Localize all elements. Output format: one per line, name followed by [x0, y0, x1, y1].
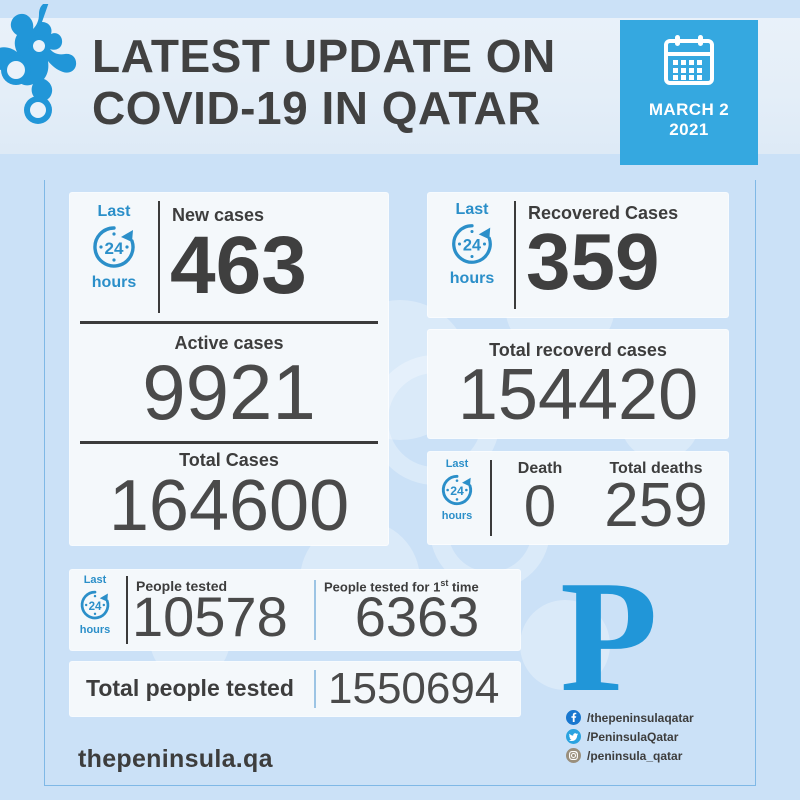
- value-total-deaths: 259: [604, 471, 708, 540]
- divider-vertical-light: [314, 580, 316, 640]
- label-total-cases: Total Cases: [179, 450, 279, 470]
- divider-horizontal: [80, 441, 378, 444]
- last-24-hours-badge: Last 24 hours: [434, 201, 510, 287]
- coronavirus-icon: [0, 4, 77, 124]
- website-url[interactable]: thepeninsula.qa: [78, 745, 273, 773]
- calendar-icon: [664, 35, 714, 85]
- value-active-cases: 9921: [142, 348, 316, 436]
- divider-vertical: [126, 576, 128, 644]
- badge-last-label: Last: [445, 458, 469, 470]
- facebook-icon: [566, 710, 581, 725]
- content-frame: [44, 180, 756, 786]
- last-24-hours-badge: Last 24 hours: [64, 574, 126, 636]
- twitter-handle: /PeninsulaQatar: [587, 729, 679, 744]
- label-first-time-pre: People tested for 1: [324, 579, 441, 595]
- divider-vertical: [514, 201, 516, 309]
- svg-text:24: 24: [450, 484, 464, 498]
- social-link-instagram[interactable]: /peninsula_qatar: [566, 748, 694, 763]
- card-cases: Last 24 hours New cases 463 Active cases…: [70, 193, 388, 546]
- badge-hours-label: hours: [91, 274, 137, 291]
- label-total-recovered: Total recoverd cases: [489, 340, 667, 360]
- header-bottom-strip: [0, 154, 800, 168]
- date-year: 2021: [669, 120, 709, 139]
- card-total-recovered: Total recoverd cases 154420: [428, 330, 728, 438]
- value-total-recovered: 154420: [457, 355, 699, 435]
- value-recovered-cases: 359: [526, 217, 660, 306]
- value-total-people-tested: 1550694: [328, 664, 500, 713]
- label-new-cases: New cases: [172, 205, 265, 225]
- last-24-hours-badge: Last 24 hours: [424, 458, 490, 522]
- social-link-facebook[interactable]: /thepeninsulaqatar: [566, 710, 694, 725]
- header-banner: LATEST UPDATE ON COVID-19 IN QATAR MARCH…: [0, 0, 800, 168]
- social-link-twitter[interactable]: /PeninsulaQatar: [566, 729, 694, 744]
- date-main: MARCH 2: [648, 100, 730, 119]
- date-badge: MARCH 2 2021: [620, 20, 758, 165]
- label-total-people-tested: Total people tested: [86, 675, 294, 701]
- card-deaths: Last 24 hours Death 0 Total deaths 259: [428, 452, 728, 544]
- title-line-2: COVID-19 IN QATAR: [92, 82, 541, 134]
- label-people-tested-first-time: People tested for 1st time: [324, 578, 479, 594]
- svg-text:24: 24: [105, 239, 124, 258]
- social-links: /thepeninsulaqatar /PeninsulaQatar /peni…: [566, 710, 694, 767]
- card-recovered-cases: Last 24 hours Recovered Cases 359: [428, 193, 728, 317]
- page-title: LATEST UPDATE ON COVID-19 IN QATAR: [92, 30, 612, 134]
- value-total-cases: 164600: [108, 466, 350, 546]
- badge-hours-label: hours: [441, 510, 473, 522]
- label-recovered-cases: Recovered Cases: [528, 203, 679, 223]
- badge-last-label: Last: [455, 201, 489, 218]
- card-total-people-tested: Total people tested 1550694: [70, 662, 520, 716]
- badge-last-label: Last: [97, 203, 131, 220]
- facebook-handle: /thepeninsulaqatar: [587, 710, 694, 725]
- clock-24h-icon: 24: [441, 474, 473, 506]
- value-people-tested-first-time: 6363: [354, 585, 480, 648]
- badge-hours-label: hours: [449, 270, 495, 287]
- value-death: 0: [523, 474, 557, 539]
- badge-hours-label: hours: [79, 624, 111, 636]
- label-death: Death: [517, 460, 563, 477]
- label-total-deaths: Total deaths: [609, 460, 703, 477]
- svg-text:24: 24: [463, 237, 481, 255]
- twitter-icon: [566, 729, 581, 744]
- peninsula-logo: P: [560, 547, 658, 725]
- value-people-tested: 10578: [132, 585, 288, 648]
- clock-24h-icon: 24: [93, 226, 135, 268]
- label-active-cases: Active cases: [174, 333, 284, 353]
- card-people-tested: Last 24 hours People tested 10578 People…: [70, 570, 520, 650]
- label-people-tested: People tested: [136, 578, 228, 594]
- divider-horizontal: [80, 321, 378, 324]
- label-first-time-post: time: [448, 579, 479, 595]
- svg-text:24: 24: [89, 601, 102, 613]
- value-new-cases: 463: [170, 220, 307, 311]
- last-24-hours-badge: Last 24 hours: [76, 203, 152, 291]
- title-line-1: LATEST UPDATE ON: [92, 30, 556, 82]
- header-top-strip: [0, 0, 800, 18]
- divider-vertical: [490, 460, 492, 536]
- instagram-icon: [566, 748, 581, 763]
- clock-24h-icon: 24: [80, 590, 110, 620]
- instagram-handle: /peninsula_qatar: [587, 748, 683, 763]
- divider-vertical-light: [314, 670, 316, 708]
- clock-24h-icon: 24: [452, 224, 492, 264]
- divider-vertical: [158, 201, 160, 313]
- label-first-time-sup: st: [440, 578, 449, 588]
- badge-last-label: Last: [83, 574, 107, 586]
